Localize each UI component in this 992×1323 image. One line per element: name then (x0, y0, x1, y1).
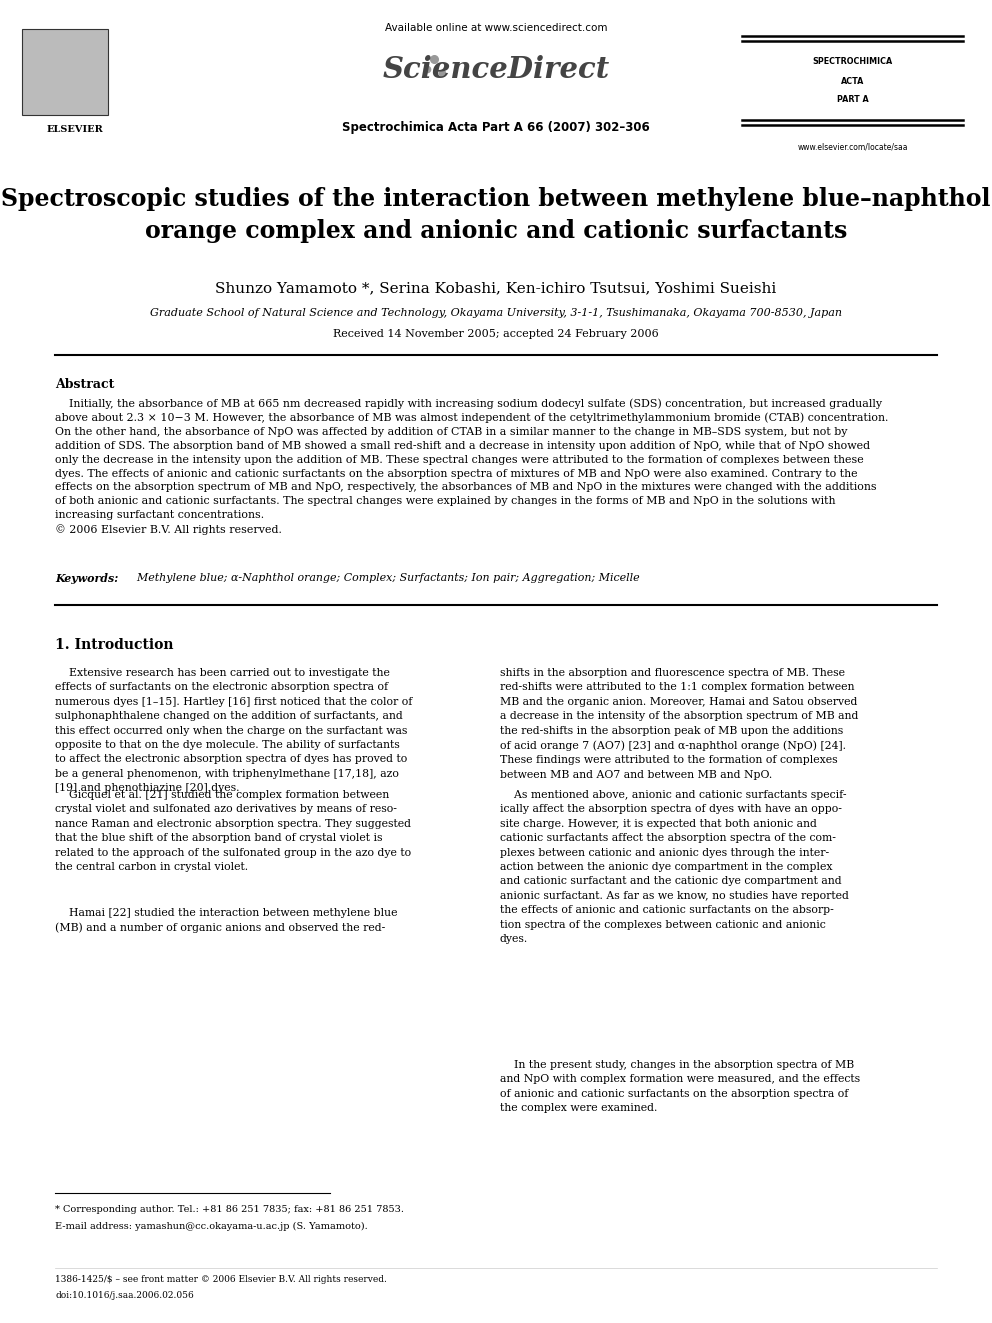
Text: ACTA: ACTA (841, 78, 864, 86)
Text: PART A: PART A (836, 95, 868, 105)
Text: Spectrochimica Acta Part A 66 (2007) 302–306: Spectrochimica Acta Part A 66 (2007) 302… (342, 122, 650, 135)
Text: Keywords:: Keywords: (55, 573, 118, 583)
Text: Received 14 November 2005; accepted 24 February 2006: Received 14 November 2005; accepted 24 F… (333, 329, 659, 339)
Text: Abstract: Abstract (55, 378, 114, 392)
Text: SPECTROCHIMICA: SPECTROCHIMICA (812, 57, 893, 66)
Text: In the present study, changes in the absorption spectra of MB
and NpO with compl: In the present study, changes in the abs… (500, 1060, 860, 1113)
Text: Spectroscopic studies of the interaction between methylene blue–naphthol
orange : Spectroscopic studies of the interaction… (1, 187, 991, 243)
Text: Initially, the absorbance of MB at 665 nm decreased rapidly with increasing sodi: Initially, the absorbance of MB at 665 n… (55, 398, 889, 534)
Text: Shunzo Yamamoto *, Serina Kobashi, Ken-ichiro Tsutsui, Yoshimi Sueishi: Shunzo Yamamoto *, Serina Kobashi, Ken-i… (215, 280, 777, 295)
Text: 1386-1425/$ – see front matter © 2006 Elsevier B.V. All rights reserved.: 1386-1425/$ – see front matter © 2006 El… (55, 1275, 387, 1285)
Text: 1. Introduction: 1. Introduction (55, 638, 174, 652)
Text: * Corresponding author. Tel.: +81 86 251 7835; fax: +81 86 251 7853.: * Corresponding author. Tel.: +81 86 251… (55, 1205, 404, 1215)
Text: Hamai [22] studied the interaction between methylene blue
(MB) and a number of o: Hamai [22] studied the interaction betwe… (55, 908, 398, 933)
Text: shifts in the absorption and fluorescence spectra of MB. These
red-shifts were a: shifts in the absorption and fluorescenc… (500, 668, 858, 779)
Text: Methylene blue; α-Naphthol orange; Complex; Surfactants; Ion pair; Aggregation; : Methylene blue; α-Naphthol orange; Compl… (130, 573, 640, 583)
Text: Available online at www.sciencedirect.com: Available online at www.sciencedirect.co… (385, 22, 607, 33)
Text: Graduate School of Natural Science and Technology, Okayama University, 3-1-1, Ts: Graduate School of Natural Science and T… (150, 308, 842, 318)
Text: As mentioned above, anionic and cationic surfactants specif-
ically affect the a: As mentioned above, anionic and cationic… (500, 790, 849, 945)
Text: www.elsevier.com/locate/saa: www.elsevier.com/locate/saa (798, 143, 908, 152)
Text: Gicquel et al. [21] studied the complex formation between
crystal violet and sul: Gicquel et al. [21] studied the complex … (55, 790, 411, 872)
Text: doi:10.1016/j.saa.2006.02.056: doi:10.1016/j.saa.2006.02.056 (55, 1291, 193, 1301)
Text: ScienceDirect: ScienceDirect (382, 56, 610, 85)
Text: ELSEVIER: ELSEVIER (47, 126, 103, 135)
Text: Extensive research has been carried out to investigate the
effects of surfactant: Extensive research has been carried out … (55, 668, 413, 794)
Text: E-mail address: yamashun@cc.okayama-u.ac.jp (S. Yamamoto).: E-mail address: yamashun@cc.okayama-u.ac… (55, 1222, 368, 1232)
Bar (22, 29, 108, 115)
